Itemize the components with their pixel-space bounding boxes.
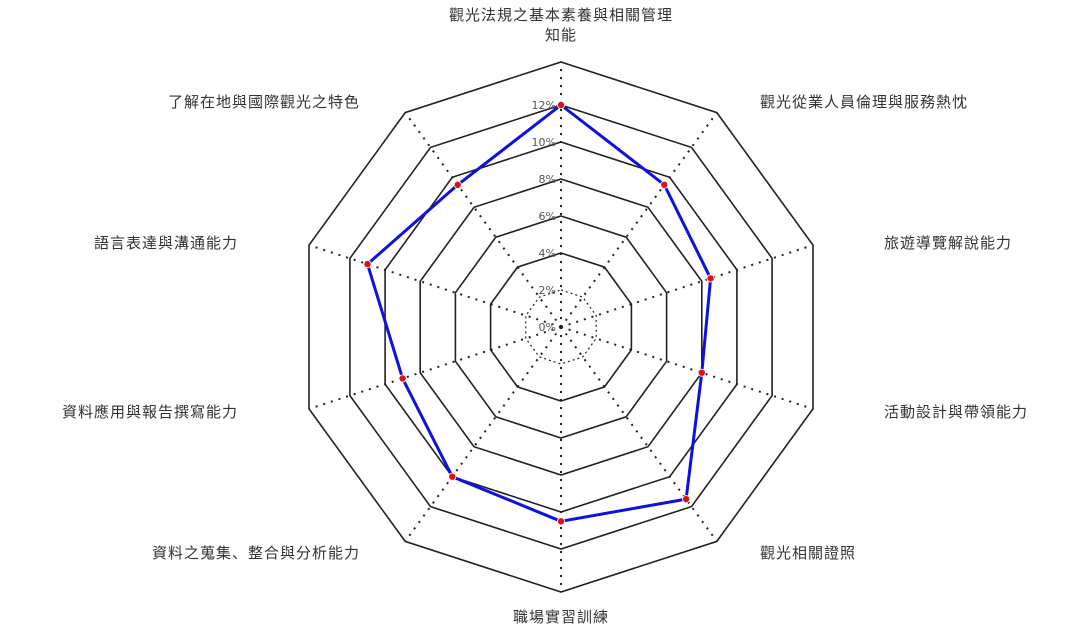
- data-point: [398, 374, 407, 383]
- grid-ring: [454, 215, 668, 439]
- axis-label-line: 職場實習訓練: [513, 608, 609, 626]
- spoke-line: [308, 326, 562, 410]
- tick-label: 0%: [539, 321, 556, 334]
- data-point: [363, 260, 372, 269]
- axis-label-line: 資料應用與報告撰寫能力: [62, 403, 238, 421]
- axis-label: 旅遊導覽解說能力: [884, 234, 1012, 252]
- tick-label: 8%: [539, 173, 556, 186]
- axis-label-line: 觀光從業人員倫理與服務熱忱: [760, 93, 968, 111]
- tick-label: 10%: [532, 136, 556, 149]
- axis-label-line: 了解在地與國際觀光之特色: [168, 93, 360, 111]
- spoke-line: [560, 112, 718, 328]
- axis-label-line: 觀光相關證照: [760, 544, 856, 562]
- spoke-line: [404, 326, 562, 542]
- grid-ring: [349, 104, 773, 550]
- grid-ring: [525, 289, 597, 365]
- data-point: [706, 274, 715, 283]
- axis-label: 職場實習訓練: [513, 608, 609, 626]
- axis-label: 觀光相關證照: [760, 544, 856, 562]
- grid-ring: [419, 178, 703, 476]
- axis-label-line: 旅遊導覽解說能力: [884, 234, 1012, 252]
- tick-label: 6%: [539, 210, 556, 223]
- data-point: [557, 517, 566, 526]
- axis-label: 了解在地與國際觀光之特色: [168, 93, 360, 111]
- tick-label: 2%: [539, 284, 556, 297]
- data-point: [557, 101, 566, 110]
- axis-label: 資料應用與報告撰寫能力: [62, 403, 238, 421]
- axis-label: 觀光從業人員倫理與服務熱忱: [760, 93, 968, 111]
- spoke-line: [308, 244, 562, 328]
- axis-label-line: 語言表達與溝通能力: [94, 234, 238, 252]
- tick-label-layer: 0% 2% 4% 6% 8% 10% 12%: [532, 99, 556, 334]
- axis-label: 活動設計與帶領能力: [884, 403, 1028, 421]
- axis-label-line: 資料之蒐集、整合與分析能力: [152, 544, 360, 562]
- axis-label-line: 知能: [545, 26, 577, 44]
- spoke-line: [560, 326, 814, 410]
- axis-label: 觀光法規之基本素養與相關管理知能: [449, 6, 673, 44]
- tick-label: 12%: [532, 99, 556, 112]
- series-line: [366, 103, 713, 523]
- data-point: [448, 472, 457, 481]
- data-point: [697, 368, 706, 377]
- axis-label-line: 觀光法規之基本素養與相關管理: [449, 6, 673, 24]
- data-point: [660, 180, 669, 189]
- axis-label-line: 活動設計與帶領能力: [884, 403, 1028, 421]
- tick-label: 4%: [539, 247, 556, 260]
- data-point: [453, 180, 462, 189]
- axis-label-layer: 觀光法規之基本素養與相關管理知能觀光從業人員倫理與服務熱忱旅遊導覽解說能力活動設…: [62, 6, 1028, 626]
- axis-label: 語言表達與溝通能力: [94, 234, 238, 252]
- spoke-line: [560, 244, 814, 328]
- axis-label: 資料之蒐集、整合與分析能力: [152, 544, 360, 562]
- data-point: [682, 495, 691, 504]
- series-layer: [363, 101, 715, 526]
